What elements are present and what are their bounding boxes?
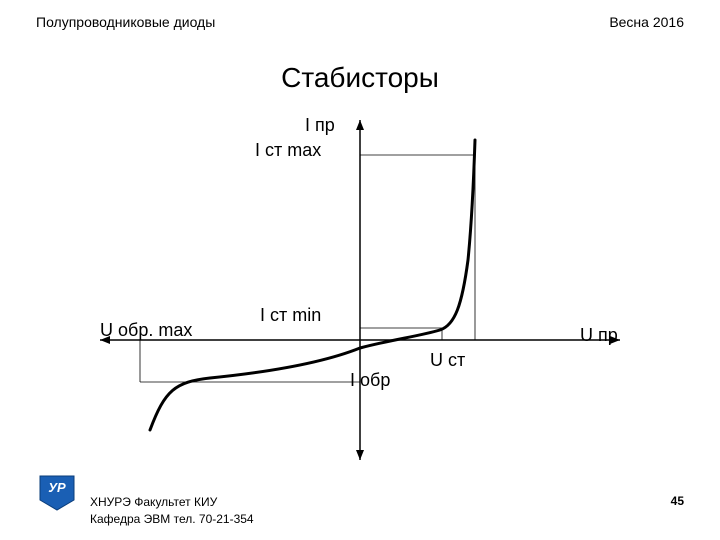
university-logo: УР <box>36 470 78 512</box>
label-u-obr-max: U обр. max <box>100 320 192 341</box>
footer-text: ХНУРЭ Факультет КИУ Кафедра ЭВМ тел. 70-… <box>90 494 254 528</box>
label-i-obr: I обр <box>350 370 390 391</box>
diode-chart: I пр I ст max I ст min U обр. max U пр U… <box>80 110 640 470</box>
footer-line1: ХНУРЭ Факультет КИУ <box>90 494 254 511</box>
label-u-pr: U пр <box>580 325 618 346</box>
footer-line2: Кафедра ЭВМ тел. 70-21-354 <box>90 511 254 528</box>
label-i-st-max: I ст max <box>255 140 321 161</box>
label-i-st-min: I ст min <box>260 305 321 326</box>
page-title: Стабисторы <box>281 62 439 94</box>
page-number: 45 <box>671 494 684 508</box>
chart-svg <box>80 110 640 470</box>
label-u-st: U ст <box>430 350 465 371</box>
label-i-pr: I пр <box>305 115 335 136</box>
header-left-text: Полупроводниковые диоды <box>36 14 215 30</box>
svg-text:УР: УР <box>48 480 66 495</box>
header-right-text: Весна 2016 <box>609 14 684 30</box>
